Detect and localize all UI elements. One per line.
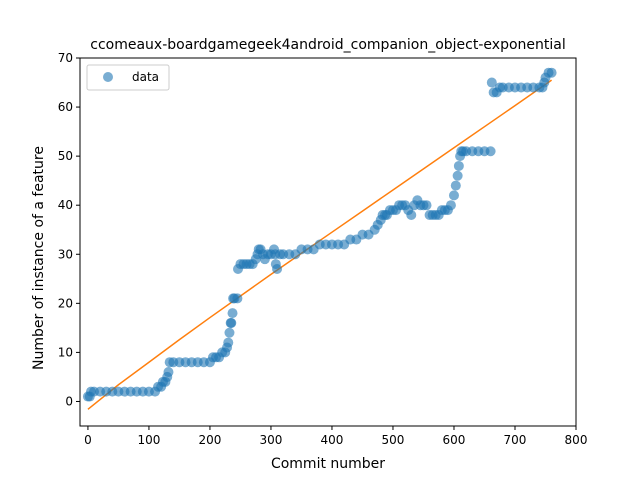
y-tick-label: 50	[58, 149, 73, 163]
axes-layer: 0 100 200 300 400 500 600 700 800 0 10 20 30 40 50 60 70	[58, 51, 588, 447]
data-point	[546, 67, 557, 78]
y-axis-label: Number of instance of a feature	[31, 146, 47, 370]
x-tick-label: 500	[382, 433, 405, 447]
data-points-layer	[82, 67, 557, 402]
legend-box	[86, 64, 170, 91]
data-point	[485, 146, 496, 157]
x-tick-label: 100	[137, 433, 160, 447]
x-tick-label: 200	[198, 433, 221, 447]
x-tick-label: 400	[321, 433, 344, 447]
legend-label-data: data	[132, 70, 159, 84]
x-tick-label: 800	[565, 433, 588, 447]
data-point	[406, 210, 417, 221]
data-point	[448, 190, 459, 201]
y-tick-label: 0	[65, 394, 73, 408]
axes-frame	[79, 57, 577, 427]
data-point	[453, 160, 464, 171]
y-tick-label: 60	[58, 100, 73, 114]
x-tick-label: 600	[443, 433, 466, 447]
chart-title: ccomeaux-boardgamegeek4android_companion…	[90, 37, 565, 53]
y-tick-label: 70	[58, 51, 73, 65]
data-point	[224, 327, 235, 338]
legend-marker-data	[103, 72, 113, 82]
x-tick-label: 700	[504, 433, 527, 447]
legend: data	[86, 64, 170, 91]
data-point	[223, 337, 234, 348]
data-point	[272, 263, 283, 274]
y-tick-label: 40	[58, 198, 73, 212]
data-point	[450, 180, 461, 191]
data-point	[445, 200, 456, 211]
data-point	[226, 317, 237, 328]
data-point	[486, 77, 497, 88]
y-tick-label: 20	[58, 296, 73, 310]
x-tick-label: 0	[84, 433, 92, 447]
data-point	[163, 367, 174, 378]
y-tick-label: 10	[58, 345, 73, 359]
data-point	[232, 293, 243, 304]
data-point	[452, 170, 463, 181]
y-tick-label: 30	[58, 247, 73, 261]
x-tick-label: 300	[260, 433, 283, 447]
data-point	[421, 200, 432, 211]
x-axis-label: Commit number	[271, 456, 385, 472]
data-point	[227, 308, 238, 319]
